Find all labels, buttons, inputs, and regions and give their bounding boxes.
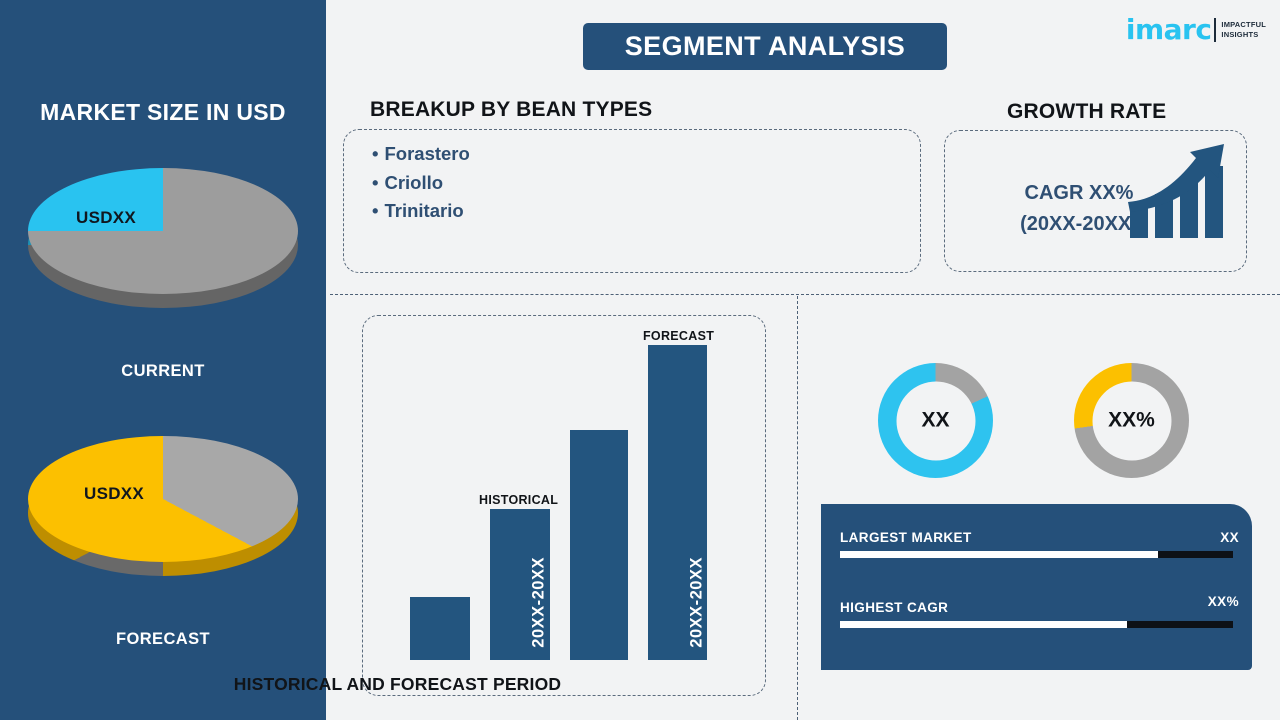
market-size-forecast-chart: USDXX FORECAST xyxy=(0,436,326,649)
cagr-line1: CAGR XX% xyxy=(1024,182,1134,204)
divider-horizontal xyxy=(330,294,1280,295)
highest-cagr-progress xyxy=(840,621,1233,628)
largest-market-donut-value: XX xyxy=(896,381,975,460)
pie-value-current: USDXX xyxy=(76,208,137,227)
list-item: • Criollo xyxy=(372,169,470,198)
historical-forecast-bar-chart: 20XX-20XX HISTORICAL 20XX-20XX FORECAST xyxy=(410,329,714,660)
bar-3: 20XX-20XX xyxy=(648,345,707,660)
forecast-annotation: FORECAST xyxy=(643,329,715,343)
bar-chart-axis-label: HISTORICAL AND FORECAST PERIOD xyxy=(233,674,562,694)
logo-tagline: IMPACTFUL INSIGHTS xyxy=(1221,20,1266,40)
bean-types-heading: BREAKUP BY BEAN TYPES xyxy=(370,98,653,121)
list-item-label: Forastero xyxy=(384,143,470,164)
growth-rate-heading: GROWTH RATE xyxy=(1007,100,1167,123)
pie-label-current: CURRENT xyxy=(121,362,205,380)
logo-divider xyxy=(1214,18,1217,42)
cagr-line2: (20XX-20XX) xyxy=(1020,213,1138,235)
bar-2 xyxy=(570,430,628,660)
pie-3d-current: USDXX xyxy=(28,168,298,318)
growth-arrow-bars-icon xyxy=(1128,142,1232,247)
pie-label-forecast: FORECAST xyxy=(116,630,210,648)
market-size-current-chart: USDXX CURRENT xyxy=(0,168,326,381)
bean-types-card xyxy=(343,129,921,273)
list-item-label: Trinitario xyxy=(384,200,464,221)
page-title: SEGMENT ANALYSIS xyxy=(583,23,947,70)
list-item: • Trinitario xyxy=(372,197,470,226)
sidebar-title: MARKET SIZE IN USD xyxy=(40,99,286,125)
bar-1: 20XX-20XX xyxy=(490,509,550,660)
highest-cagr-progress-fill xyxy=(840,621,1127,628)
pie-value-forecast: USDXX xyxy=(84,484,145,503)
stats-panel: LARGEST MARKET XX HIGHEST CAGR XX% xyxy=(821,504,1252,670)
bullet-icon: • xyxy=(372,200,379,221)
bar-3-label: 20XX-20XX xyxy=(687,557,705,648)
list-item: • Forastero xyxy=(372,140,470,169)
cagr-text: CAGR XX% (20XX-20XX) xyxy=(984,178,1174,240)
highest-cagr-donut-value: XX% xyxy=(1092,381,1171,460)
highest-cagr-donut: XX% xyxy=(1074,363,1189,478)
divider-vertical xyxy=(797,296,798,720)
pie-top-forecast xyxy=(28,436,298,562)
bean-types-list: • Forastero • Criollo • Trinitario xyxy=(372,140,470,226)
pie-3d-forecast: USDXX xyxy=(28,436,298,586)
bullet-icon: • xyxy=(372,171,379,193)
sidebar: MARKET SIZE IN USD USDXX CURRENT USDXX F… xyxy=(0,0,326,720)
bullet-icon: • xyxy=(372,143,379,164)
logo-tagline-line2: INSIGHTS xyxy=(1221,30,1259,39)
logo-wordmark: imarc xyxy=(1125,13,1212,46)
bar-0 xyxy=(410,597,470,660)
highest-cagr-label: HIGHEST CAGR xyxy=(840,600,949,615)
logo-tagline-line1: IMPACTFUL xyxy=(1221,19,1266,29)
pie-top-current xyxy=(28,168,298,294)
list-item-label: Criollo xyxy=(384,171,444,193)
largest-market-progress-fill xyxy=(840,551,1159,558)
imarc-logo: imarc IMPACTFUL INSIGHTS xyxy=(1126,12,1266,48)
historical-annotation: HISTORICAL xyxy=(479,493,559,507)
largest-market-value: XX xyxy=(1220,530,1239,545)
highest-cagr-value: XX% xyxy=(1207,594,1239,609)
largest-market-label: LARGEST MARKET xyxy=(840,530,972,545)
largest-market-progress xyxy=(840,551,1233,558)
largest-market-donut: XX xyxy=(878,363,993,478)
bar-1-label: 20XX-20XX xyxy=(529,557,548,648)
